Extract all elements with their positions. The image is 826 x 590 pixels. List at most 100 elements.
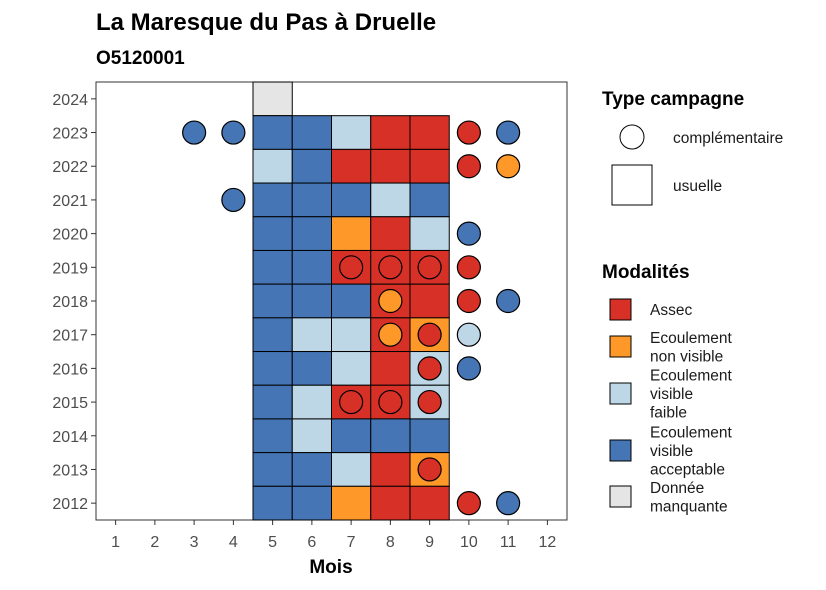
point-2018-m11-ecoulement-visible-acceptable xyxy=(496,288,521,314)
tile-2015-m5-ecoulement-visible-acceptable xyxy=(252,384,293,420)
tile-2021-m8-ecoulement-visible-faible xyxy=(370,182,411,218)
point-2023-m3-ecoulement-visible-acceptable xyxy=(182,120,207,145)
tile-2023-m5-ecoulement-visible-acceptable xyxy=(252,115,293,150)
tile-2018-m7-ecoulement-visible-acceptable xyxy=(331,283,372,319)
y-tick-label: 2012 xyxy=(52,496,88,513)
tile-2022-m9-assec xyxy=(409,148,450,184)
x-tick-label: 11 xyxy=(500,534,517,551)
legend-campagne-title: Type campagne xyxy=(602,89,744,110)
point-2019-m10-assec xyxy=(456,255,481,280)
y-tick-label: 2013 xyxy=(52,462,88,479)
point-2017-m9-assec xyxy=(417,322,442,347)
tile-2015-m6-ecoulement-visible-faible xyxy=(291,384,332,420)
legend-key-ecoulement-visible-faible xyxy=(609,382,632,405)
tile-2016-m7-ecoulement-visible-faible xyxy=(331,351,372,386)
point-2019-m8-assec xyxy=(378,255,403,280)
tile-2012-m5-ecoulement-visible-acceptable xyxy=(252,485,293,521)
legend-label-ecoulement-visible-faible: faible xyxy=(650,405,687,422)
tile-2012-m8-assec xyxy=(370,485,411,521)
tile-2017-m5-ecoulement-visible-acceptable xyxy=(252,317,293,353)
legend-key-donnee-manquante xyxy=(609,485,632,508)
y-tick-label: 2023 xyxy=(52,126,88,143)
x-tick-label: 2 xyxy=(150,534,159,551)
tile-2020-m9-ecoulement-visible-faible xyxy=(409,216,450,251)
point-2019-m9-assec xyxy=(417,255,442,280)
legend-modalites-title: Modalités xyxy=(602,262,690,283)
tile-2022-m7-assec xyxy=(331,148,372,184)
tile-2012-m9-assec xyxy=(409,485,450,521)
point-2022-m11-ecoulement-non-visible xyxy=(496,154,521,179)
legend-type-campagne: Type campagne complémentaire usuelle xyxy=(602,89,783,206)
point-2015-m9-assec xyxy=(417,389,442,415)
chart-subtitle: O5120001 xyxy=(96,48,185,69)
legend-key-assec xyxy=(609,298,632,321)
legend-circle-symbol xyxy=(619,124,645,150)
point-2019-m7-assec xyxy=(339,255,364,280)
y-tick-label: 2019 xyxy=(52,260,88,277)
x-tick-label: 8 xyxy=(386,534,395,551)
complementaire-points xyxy=(182,120,521,516)
tile-2020-m5-ecoulement-visible-acceptable xyxy=(252,216,293,251)
tile-2013-m5-ecoulement-visible-acceptable xyxy=(252,452,293,487)
legend-label-ecoulement-visible-acceptable: visible xyxy=(650,443,693,460)
point-2016-m9-assec xyxy=(417,356,442,381)
y-tick-label: 2020 xyxy=(52,227,88,244)
tile-2013-m6-ecoulement-visible-acceptable xyxy=(291,452,332,487)
point-2017-m10-ecoulement-visible-faible xyxy=(456,322,481,347)
legend-square-symbol xyxy=(611,164,653,206)
legend-label-ecoulement-visible-faible: visible xyxy=(650,386,693,403)
point-2023-m4-ecoulement-visible-acceptable xyxy=(221,120,246,145)
tile-2023-m9-assec xyxy=(409,115,450,150)
tile-2023-m7-ecoulement-visible-faible xyxy=(331,115,372,150)
tile-2020-m6-ecoulement-visible-acceptable xyxy=(291,216,332,251)
tile-2013-m8-assec xyxy=(370,452,411,487)
tile-2012-m7-ecoulement-non-visible xyxy=(331,485,372,521)
tile-2012-m6-ecoulement-visible-acceptable xyxy=(291,485,332,521)
point-2016-m10-ecoulement-visible-acceptable xyxy=(456,356,481,381)
legend-label-ecoulement-non-visible: non visible xyxy=(650,348,723,365)
point-2021-m4-ecoulement-visible-acceptable xyxy=(221,187,246,213)
point-2012-m10-assec xyxy=(456,491,481,516)
x-tick-label: 5 xyxy=(268,534,277,551)
legend-label-ecoulement-visible-acceptable: Ecoulement xyxy=(650,425,733,442)
tile-2016-m6-ecoulement-visible-acceptable xyxy=(291,351,332,386)
tile-2021-m7-ecoulement-visible-acceptable xyxy=(331,182,372,218)
tile-2014-m9-ecoulement-visible-acceptable xyxy=(409,418,450,454)
x-tick-label: 1 xyxy=(111,534,120,551)
legend-label-ecoulement-visible-faible: Ecoulement xyxy=(650,368,733,385)
y-tick-label: 2017 xyxy=(52,328,88,345)
legend-key-ecoulement-visible-acceptable xyxy=(609,439,632,462)
y-tick-label: 2016 xyxy=(52,361,88,378)
y-tick-label: 2018 xyxy=(52,294,88,311)
usuelle-tiles xyxy=(252,81,450,521)
tile-2022-m5-ecoulement-visible-faible xyxy=(252,148,293,184)
y-tick-label: 2024 xyxy=(52,92,88,109)
tile-2021-m6-ecoulement-visible-acceptable xyxy=(291,182,332,218)
x-tick-label: 6 xyxy=(307,534,316,551)
x-axis-title: Mois xyxy=(309,557,352,578)
point-2018-m8-ecoulement-non-visible xyxy=(378,288,403,314)
y-tick-label: 2022 xyxy=(52,159,88,176)
x-tick-label: 3 xyxy=(190,534,199,551)
tile-2021-m9-ecoulement-visible-acceptable xyxy=(409,182,450,218)
tile-2016-m5-ecoulement-visible-acceptable xyxy=(252,351,293,386)
tile-2023-m8-assec xyxy=(370,115,411,150)
point-2022-m10-assec xyxy=(456,154,481,179)
tile-2016-m8-assec xyxy=(370,351,411,386)
tile-2018-m6-ecoulement-visible-acceptable xyxy=(291,283,332,319)
tile-2019-m5-ecoulement-visible-acceptable xyxy=(252,249,293,285)
tile-2013-m7-ecoulement-visible-faible xyxy=(331,452,372,487)
point-2013-m9-assec xyxy=(417,457,442,482)
y-tick-label: 2014 xyxy=(52,429,88,446)
tile-2022-m6-ecoulement-visible-acceptable xyxy=(291,148,332,184)
legend-key-ecoulement-non-visible xyxy=(609,335,632,358)
point-2023-m10-assec xyxy=(456,120,481,145)
legend-label-ecoulement-non-visible: Ecoulement xyxy=(650,330,733,347)
x-tick-label: 7 xyxy=(347,534,356,551)
legend-label-donnee-manquante: manquante xyxy=(650,498,728,515)
x-tick-label: 12 xyxy=(538,534,556,551)
legend-campagne-label-complementaire: complémentaire xyxy=(673,130,783,147)
y-tick-label: 2021 xyxy=(52,193,88,210)
